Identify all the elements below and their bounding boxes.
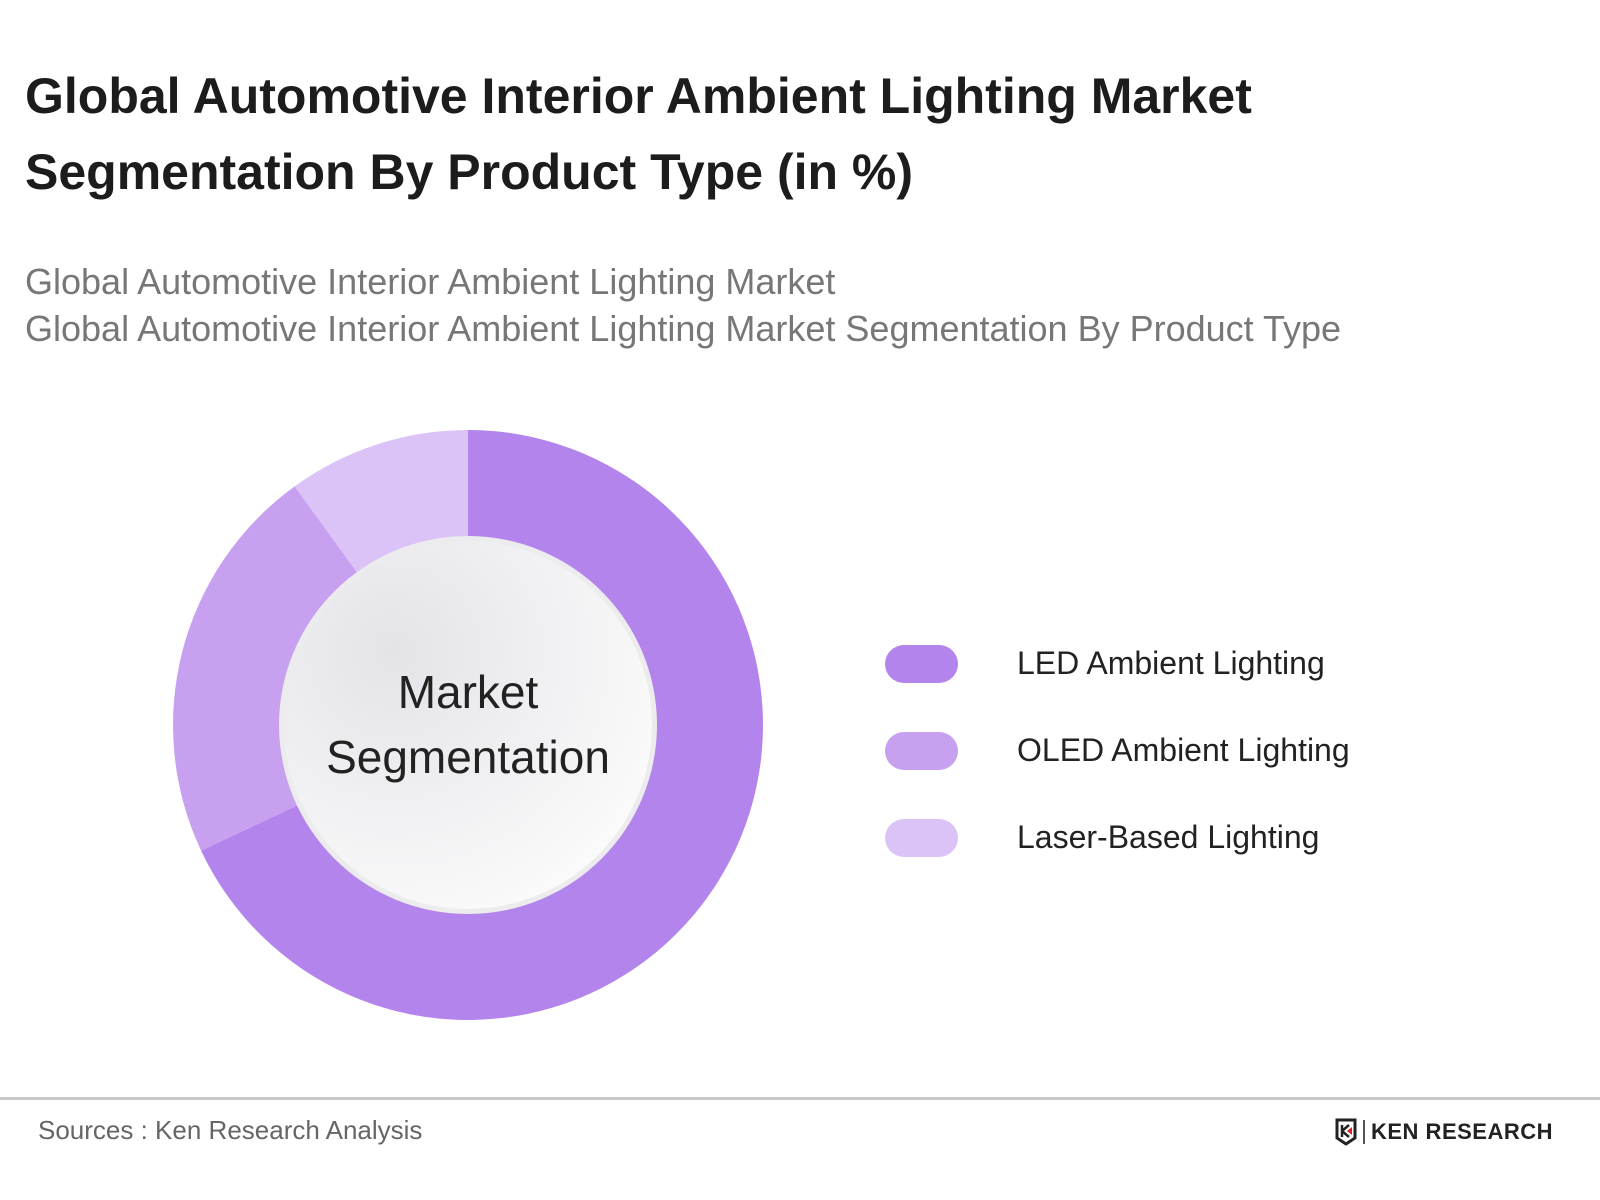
legend-item-led: LED Ambient Lighting [885, 620, 1350, 707]
legend-item-oled: OLED Ambient Lighting [885, 707, 1350, 794]
legend-swatch [885, 731, 958, 770]
legend-label: Laser-Based Lighting [1017, 819, 1320, 855]
subtitle: Global Automotive Interior Ambient Light… [25, 258, 1341, 352]
subtitle-line-1: Global Automotive Interior Ambient Light… [25, 261, 836, 302]
legend-label: LED Ambient Lighting [1017, 645, 1325, 681]
chart-title: Global Automotive Interior Ambient Light… [25, 68, 1252, 200]
donut-slice-oled-ambient-lighting [173, 486, 380, 851]
legend-swatch [885, 644, 958, 683]
center-label-line-1: Market [397, 666, 539, 718]
legend: LED Ambient Lighting OLED Ambient Lighti… [885, 620, 1350, 881]
ken-research-logo: KEN RESEARCH [1335, 1118, 1553, 1146]
donut-slice-led-ambient-lighting [201, 430, 763, 1020]
legend-label: OLED Ambient Lighting [1017, 732, 1350, 768]
ken-logo-icon [1335, 1118, 1357, 1146]
center-label: Market Segmentation [278, 660, 658, 790]
donut-center [284, 541, 652, 909]
subtitle-line-2: Global Automotive Interior Ambient Light… [25, 308, 1342, 349]
logo-text: KEN RESEARCH [1371, 1119, 1554, 1144]
source-note: Sources : Ken Research Analysis [38, 1115, 423, 1145]
center-label-line-2: Segmentation [326, 731, 610, 783]
legend-swatch [885, 818, 958, 857]
footer-divider [0, 1097, 1600, 1100]
legend-item-laser: Laser-Based Lighting [885, 794, 1350, 881]
logo-divider [1363, 1120, 1365, 1144]
